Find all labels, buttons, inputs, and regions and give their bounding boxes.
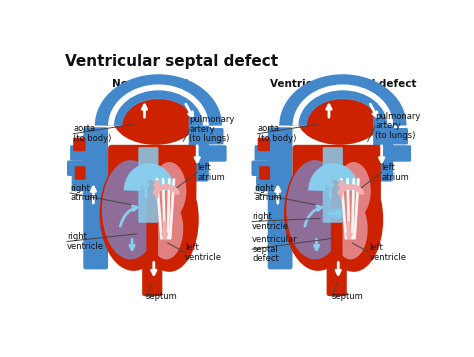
Ellipse shape [140, 167, 199, 272]
FancyBboxPatch shape [258, 137, 270, 151]
Ellipse shape [284, 156, 352, 271]
FancyBboxPatch shape [67, 161, 87, 176]
FancyBboxPatch shape [373, 104, 393, 181]
Text: Normal heart: Normal heart [112, 79, 190, 89]
FancyBboxPatch shape [251, 161, 272, 176]
Text: pulmonary
artery
(to lungs): pulmonary artery (to lungs) [190, 115, 235, 143]
FancyBboxPatch shape [122, 93, 142, 136]
FancyBboxPatch shape [292, 145, 381, 200]
FancyBboxPatch shape [72, 176, 87, 191]
Ellipse shape [102, 160, 159, 260]
Text: aorta
(to body): aorta (to body) [73, 124, 111, 143]
Text: aorta
(to body): aorta (to body) [258, 124, 296, 143]
FancyBboxPatch shape [70, 145, 87, 161]
FancyBboxPatch shape [205, 145, 227, 162]
FancyBboxPatch shape [331, 166, 343, 268]
FancyBboxPatch shape [189, 104, 209, 181]
Text: septum: septum [332, 292, 364, 301]
Text: left
ventricle: left ventricle [369, 243, 406, 262]
FancyBboxPatch shape [73, 137, 86, 151]
FancyBboxPatch shape [142, 261, 162, 296]
FancyBboxPatch shape [108, 145, 196, 200]
Ellipse shape [152, 162, 186, 219]
FancyBboxPatch shape [390, 145, 411, 162]
Text: right
atrium: right atrium [70, 183, 98, 202]
Text: left
atrium: left atrium [197, 163, 225, 182]
FancyBboxPatch shape [146, 166, 158, 268]
Ellipse shape [334, 198, 368, 260]
Text: ventricular
septal
defect: ventricular septal defect [252, 235, 298, 263]
Text: right
ventricle: right ventricle [67, 232, 104, 251]
Ellipse shape [337, 162, 371, 219]
Ellipse shape [324, 167, 383, 272]
Text: left
ventricle: left ventricle [185, 243, 222, 262]
FancyBboxPatch shape [320, 85, 341, 132]
FancyBboxPatch shape [327, 261, 347, 296]
Text: left
atrium: left atrium [382, 163, 410, 182]
Text: Ventricular septal defect: Ventricular septal defect [270, 79, 416, 89]
Ellipse shape [329, 208, 345, 219]
Ellipse shape [100, 156, 168, 271]
FancyBboxPatch shape [256, 176, 272, 191]
Text: right
ventricle: right ventricle [252, 212, 289, 231]
FancyBboxPatch shape [205, 128, 224, 145]
Text: pulmonary
artery
(to lungs): pulmonary artery (to lungs) [375, 112, 421, 140]
Ellipse shape [297, 91, 383, 145]
FancyBboxPatch shape [83, 127, 108, 270]
FancyBboxPatch shape [255, 145, 272, 161]
FancyBboxPatch shape [75, 166, 86, 180]
FancyBboxPatch shape [390, 128, 408, 145]
Text: Ventricular septal defect: Ventricular septal defect [65, 54, 279, 69]
FancyBboxPatch shape [138, 147, 158, 223]
FancyBboxPatch shape [259, 166, 270, 180]
Ellipse shape [149, 198, 183, 260]
Ellipse shape [286, 160, 344, 260]
FancyBboxPatch shape [323, 147, 343, 223]
Ellipse shape [113, 91, 198, 145]
FancyBboxPatch shape [268, 127, 292, 270]
Text: right
atrium: right atrium [255, 183, 283, 202]
Text: septum: septum [146, 292, 178, 301]
FancyBboxPatch shape [307, 93, 327, 136]
FancyBboxPatch shape [136, 85, 156, 132]
